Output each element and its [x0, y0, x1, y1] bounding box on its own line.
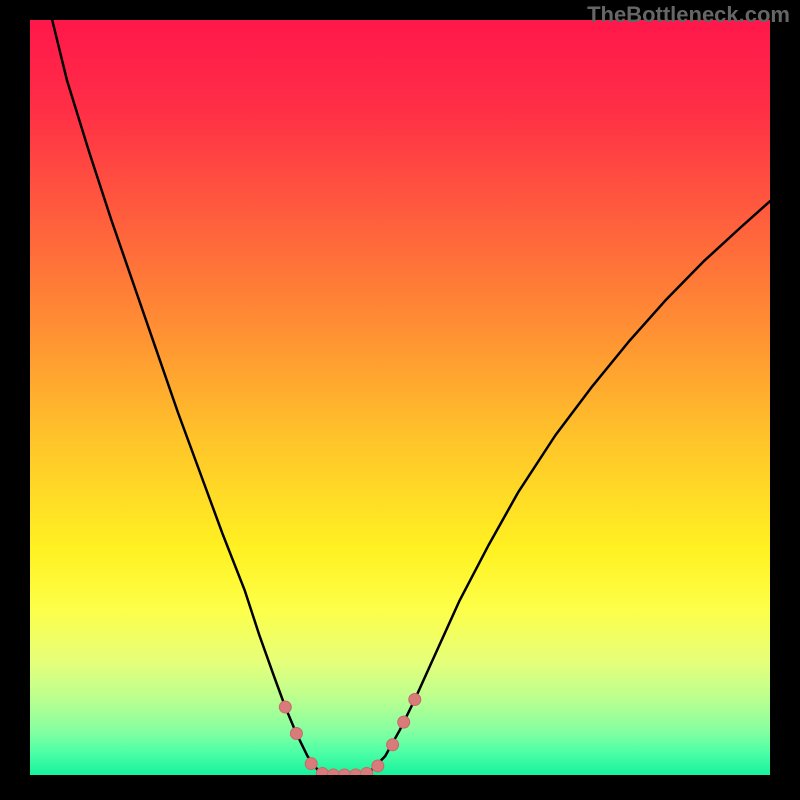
- marker-point: [316, 767, 328, 775]
- plot-area: [30, 20, 770, 775]
- gradient-background: [30, 20, 770, 775]
- chart-stage: TheBottleneck.com: [0, 0, 800, 800]
- marker-point: [361, 767, 373, 775]
- marker-point: [279, 701, 291, 713]
- chart-svg: [30, 20, 770, 775]
- marker-point: [372, 760, 384, 772]
- marker-point: [409, 694, 421, 706]
- marker-point: [305, 758, 317, 770]
- marker-point: [387, 739, 399, 751]
- marker-point: [290, 727, 302, 739]
- marker-point: [398, 716, 410, 728]
- watermark-text: TheBottleneck.com: [587, 2, 790, 28]
